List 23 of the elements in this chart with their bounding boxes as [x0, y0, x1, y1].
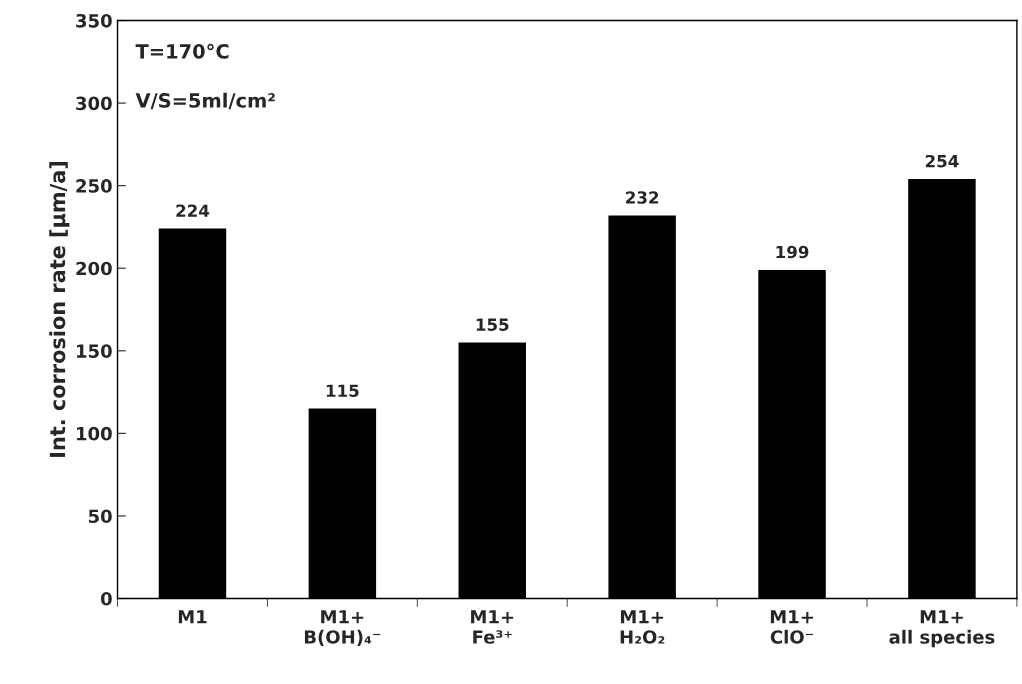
- y-tick-label: 350: [76, 13, 112, 28]
- data-label: 232: [626, 191, 659, 204]
- y-tick-label: 200: [76, 261, 112, 276]
- y-tick-label: 300: [76, 96, 112, 111]
- y-tick-label: 100: [77, 426, 112, 441]
- data-label: 224: [176, 204, 210, 217]
- y-tick-label: 50: [88, 509, 112, 524]
- y-axis-title: Int. corrosion rate [µm/a]: [49, 162, 70, 457]
- y-tick-label: 250: [76, 179, 112, 193]
- annotation: V/S=5ml/cm²: [135, 92, 275, 110]
- annotation: T=170°C: [135, 43, 229, 59]
- data-label: 155: [476, 318, 509, 331]
- x-tick-label: M1+ all species: [889, 610, 995, 648]
- x-tick-label: M1+ ClO⁻: [770, 610, 813, 644]
- x-tick-label: M1+ B(OH)₄⁻: [304, 610, 381, 646]
- data-label: 254: [925, 154, 959, 168]
- x-tick-label: M1+ Fe³⁺: [471, 610, 514, 644]
- x-tick-label: M1+ H₂O₂: [620, 610, 665, 644]
- x-tick-label: M1: [178, 610, 207, 624]
- y-tick-label: 150: [77, 344, 112, 358]
- data-label: 115: [326, 384, 359, 398]
- y-tick-label: 0: [100, 591, 112, 606]
- data-label: 199: [776, 245, 809, 259]
